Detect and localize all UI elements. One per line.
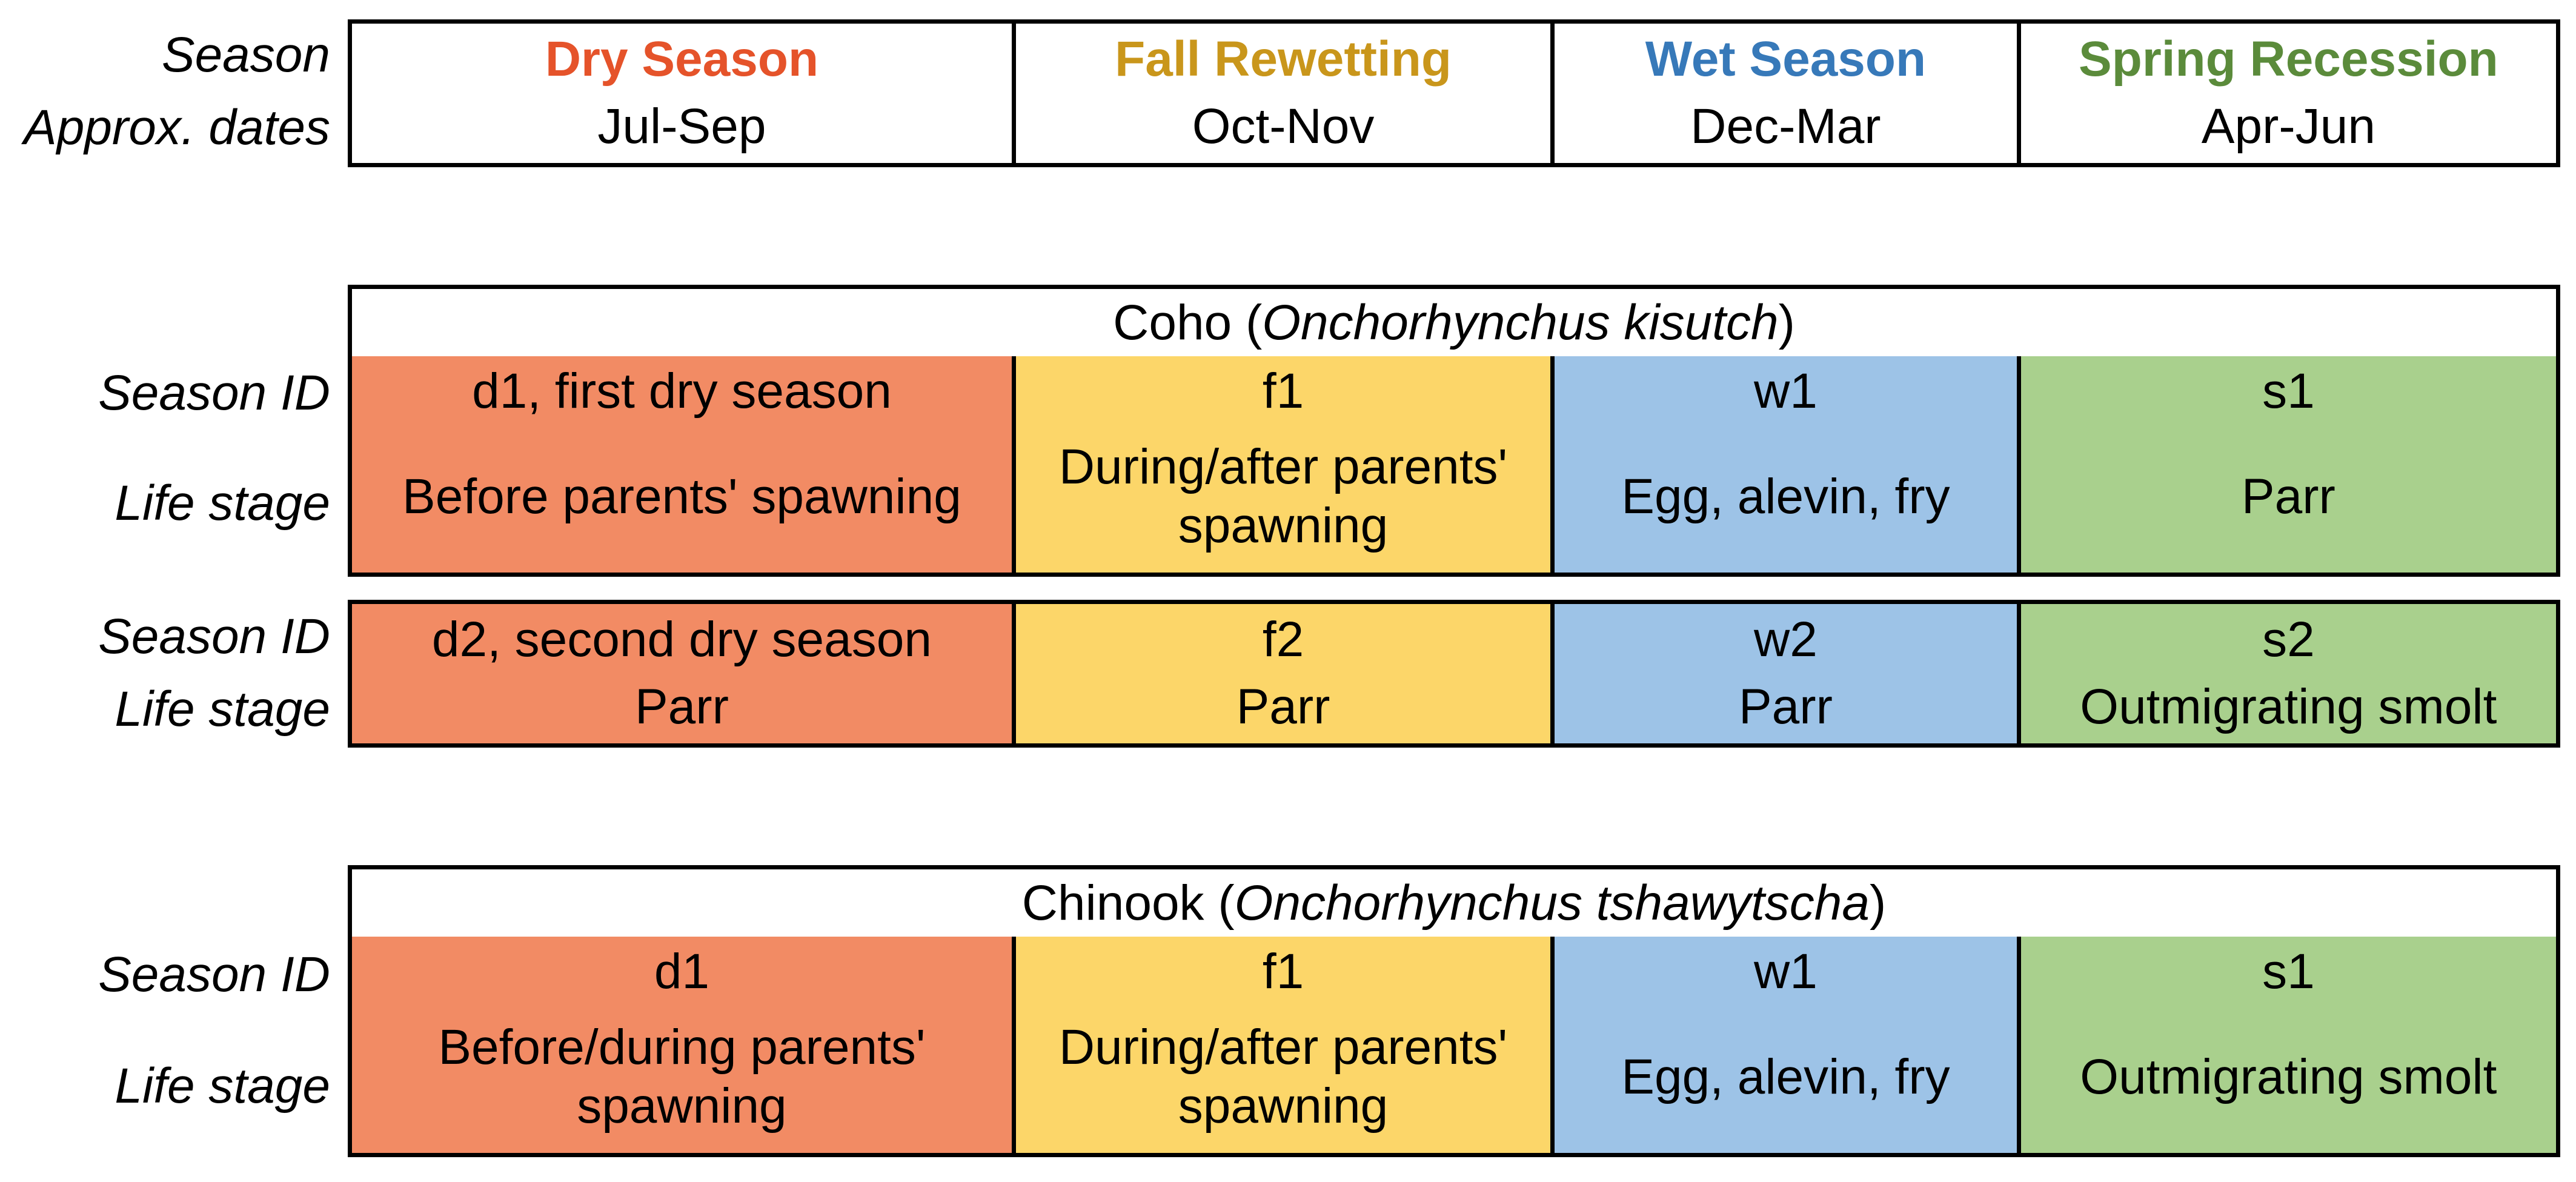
life-stage: Outmigrating smolt (2080, 1049, 2497, 1104)
season-dates-spring: Apr-Jun (2201, 99, 2375, 154)
season-id: s2 (2262, 612, 2315, 668)
season-name-dry: Dry Season (545, 32, 819, 87)
header-cell-wet: Wet Season Dec-Mar (1550, 24, 2017, 163)
chinook-title-close: ) (1869, 875, 1887, 931)
life-stage: Before/during parents' spawning (438, 1020, 926, 1134)
season-dates-fall: Oct-Nov (1192, 99, 1375, 154)
life-stage: During/after parents' spawning (1058, 1020, 1508, 1134)
coho-y2-life-stage-label: Life stage (115, 682, 330, 737)
life-stage: Parr (2241, 468, 2335, 524)
chinook-season-id-label: Season ID (98, 947, 330, 1002)
season-id: w1 (1754, 944, 1817, 999)
coho-year2-table: d2, second dry season Parr f2 Parr w2 Pa… (348, 600, 2560, 748)
coho-y1-life-stage-label: Life stage (115, 476, 330, 531)
coho-title-close: ) (1778, 294, 1795, 350)
season-id: f1 (1262, 944, 1304, 999)
season-id: s1 (2262, 364, 2315, 419)
chinook-table: d1 Before/during parents' spawning f1 Du… (348, 937, 2560, 1157)
season-id: s1 (2262, 944, 2315, 999)
coho-y1-wet-cell: w1 Egg, alevin, fry (1550, 356, 2017, 573)
coho-y2-dry-cell: d2, second dry season Parr (352, 604, 1012, 743)
header-cell-dry: Dry Season Jul-Sep (352, 24, 1012, 163)
season-header-table: Dry Season Jul-Sep Fall Rewetting Oct-No… (348, 19, 2560, 167)
season-id: d2, second dry season (431, 612, 932, 668)
chinook-title: Chinook (Onchorhynchus tshawytscha ) (348, 865, 2560, 941)
chinook-spring-cell: s1 Outmigrating smolt (2016, 937, 2557, 1153)
season-dates-wet: Dec-Mar (1690, 99, 1881, 154)
coho-y1-dry-cell: d1, first dry season Before parents' spa… (352, 356, 1012, 573)
dates-row-label: Approx. dates (24, 100, 330, 155)
life-stage: Parr (1236, 679, 1330, 735)
life-stage: Egg, alevin, fry (1621, 1049, 1950, 1104)
life-stage: Outmigrating smolt (2080, 679, 2497, 735)
coho-y2-season-id-label: Season ID (98, 609, 330, 664)
coho-y2-spring-cell: s2 Outmigrating smolt (2016, 604, 2557, 743)
life-stage: Parr (1738, 679, 1833, 735)
coho-y1-spring-cell: s1 Parr (2016, 356, 2557, 573)
season-dates-dry: Jul-Sep (597, 99, 766, 154)
coho-scientific-name: Onchorhynchus kisutch (1262, 294, 1779, 350)
season-id: f1 (1262, 364, 1304, 419)
season-id: d1 (654, 944, 710, 999)
season-name-wet: Wet Season (1645, 32, 1927, 87)
chinook-scientific-name: Onchorhynchus tshawytscha (1234, 875, 1870, 931)
season-id: f2 (1262, 612, 1304, 668)
chinook-wet-cell: w1 Egg, alevin, fry (1550, 937, 2017, 1153)
coho-y1-season-id-label: Season ID (98, 365, 330, 420)
chinook-fall-cell: f1 During/after parents' spawning (1011, 937, 1551, 1153)
season-name-spring: Spring Recession (2079, 32, 2498, 87)
season-id: d1, first dry season (472, 364, 892, 419)
chinook-dry-cell: d1 Before/during parents' spawning (352, 937, 1012, 1153)
life-stage: Egg, alevin, fry (1621, 468, 1950, 524)
chinook-common-name: Chinook ( (1021, 875, 1235, 931)
coho-y2-wet-cell: w2 Parr (1550, 604, 2017, 743)
header-cell-fall: Fall Rewetting Oct-Nov (1011, 24, 1550, 163)
coho-y1-fall-cell: f1 During/after parents' spawning (1011, 356, 1551, 573)
season-name-fall: Fall Rewetting (1115, 32, 1452, 87)
life-stage: During/after parents' spawning (1058, 439, 1508, 553)
coho-y2-fall-cell: f2 Parr (1011, 604, 1551, 743)
life-stage: Before parents' spawning (402, 468, 961, 524)
coho-common-name: Coho ( (1113, 294, 1263, 350)
season-id: w1 (1754, 364, 1817, 419)
header-cell-spring: Spring Recession Apr-Jun (2016, 24, 2556, 163)
season-row-label: Season (161, 27, 330, 82)
season-id: w2 (1754, 612, 1817, 668)
coho-title: Coho (Onchorhynchus kisutch ) (348, 285, 2560, 360)
chinook-life-stage-label: Life stage (115, 1058, 330, 1114)
life-stage: Parr (634, 679, 729, 735)
coho-year1-table: d1, first dry season Before parents' spa… (348, 356, 2560, 577)
